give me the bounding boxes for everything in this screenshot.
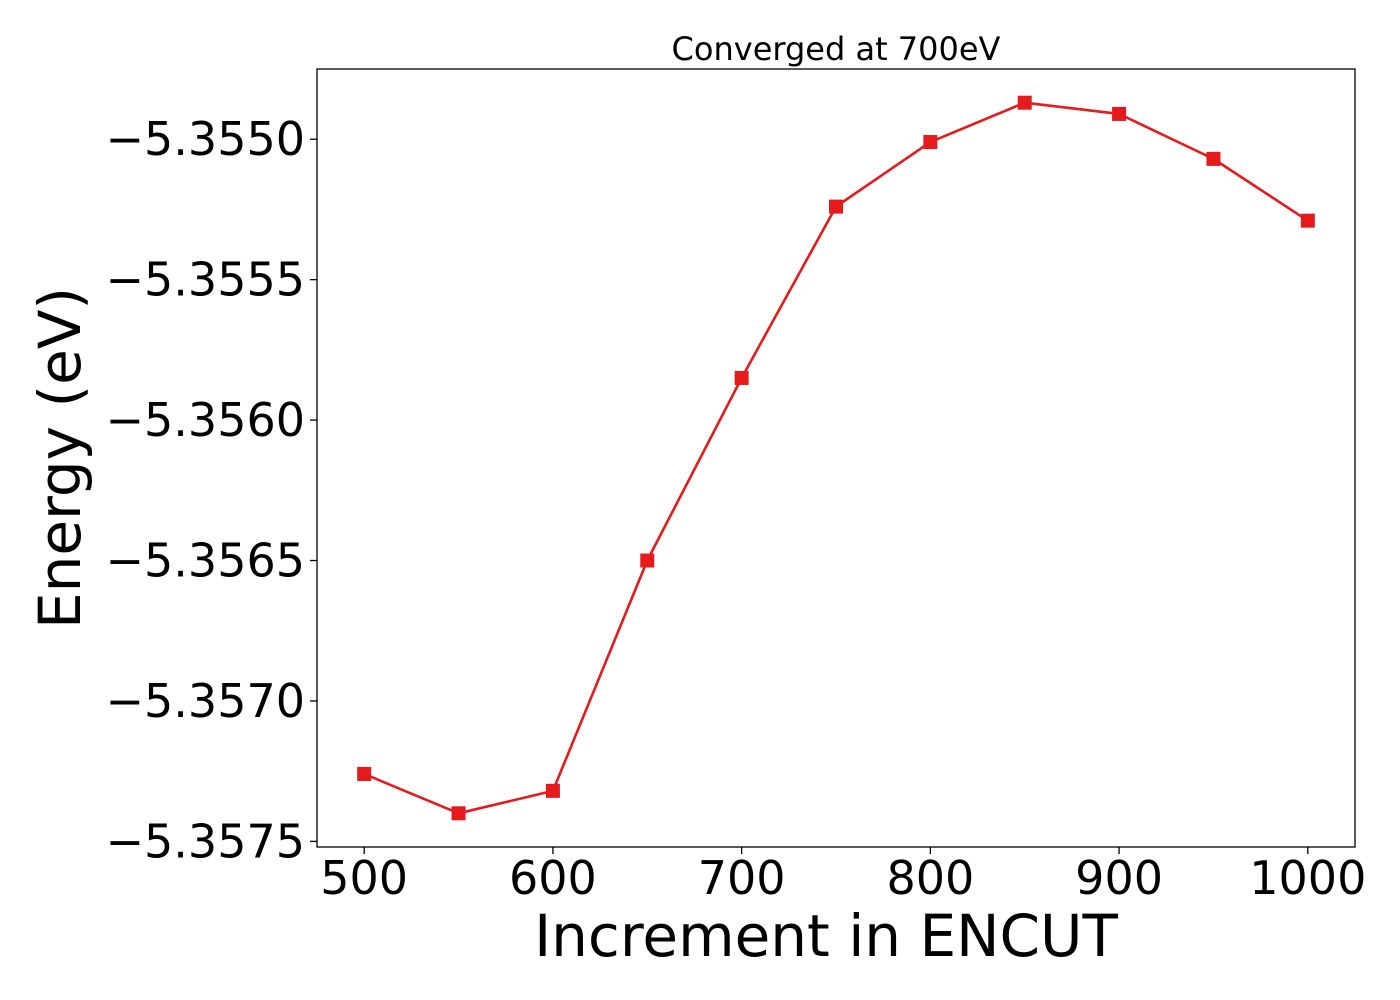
data-point-marker (451, 806, 466, 821)
y-axis-label: Energy (eV) (26, 287, 94, 629)
x-tick-label: 700 (698, 851, 786, 905)
plot-frame (316, 68, 1356, 848)
plot-area (357, 95, 1315, 821)
chart-title: Converged at 700eV (672, 30, 1001, 68)
y-tick-label: −5.3555 (106, 253, 306, 307)
x-axis: 500 600 700 800 900 1000 (320, 847, 1366, 905)
data-point-marker (734, 370, 749, 385)
x-tick-label: 1000 (1249, 851, 1366, 905)
x-tick-label: 900 (1075, 851, 1163, 905)
data-point-marker (829, 199, 843, 214)
data-point-marker (545, 783, 560, 798)
data-point-marker (923, 135, 938, 150)
x-tick-label: 500 (320, 851, 408, 905)
x-tick-label: 600 (509, 851, 597, 905)
x-axis-label: Increment in ENCUT (534, 902, 1118, 970)
y-axis: −5.3550 −5.3555 −5.3560 −5.3565 −5.3570 −5.35… (106, 112, 317, 868)
data-point-marker (1112, 106, 1127, 121)
y-tick-label: −5.3550 (106, 112, 306, 166)
y-tick-label: −5.3565 (106, 534, 306, 588)
data-point-marker (640, 553, 655, 568)
y-tick-label: −5.3570 (106, 674, 306, 728)
y-tick-label: −5.3560 (106, 393, 306, 447)
data-point-marker (357, 766, 372, 781)
data-point-marker (1206, 151, 1221, 166)
data-point-marker (1017, 95, 1032, 110)
data-point-marker (1300, 213, 1315, 228)
y-tick-label: −5.3575 (106, 814, 306, 868)
x-tick-label: 800 (886, 851, 974, 905)
